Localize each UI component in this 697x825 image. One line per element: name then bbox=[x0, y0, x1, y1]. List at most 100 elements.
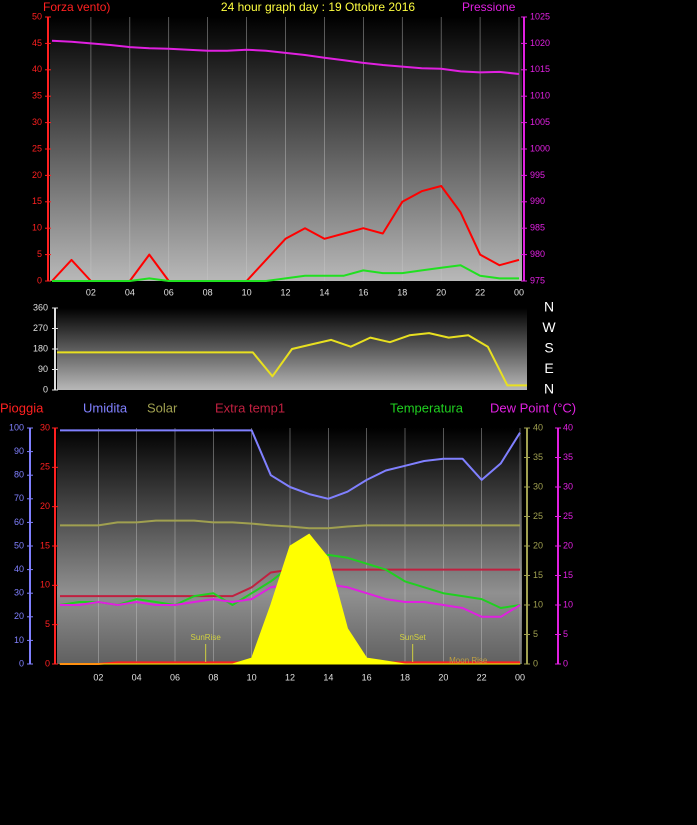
annotation: SunRise bbox=[191, 633, 222, 642]
y-tick-label: 10 bbox=[32, 223, 42, 233]
y-tick-label: 15 bbox=[533, 570, 543, 580]
y-tick-label: 0 bbox=[43, 384, 48, 394]
y-tick-label: 25 bbox=[40, 462, 50, 472]
legend-label: Solar bbox=[147, 400, 178, 415]
annotation: SunSet bbox=[400, 633, 427, 642]
legend-label: Temperatura bbox=[390, 400, 464, 415]
y-tick-label: 35 bbox=[533, 452, 543, 462]
y-tick-label: 0 bbox=[19, 658, 24, 668]
y-tick-label: 10 bbox=[533, 599, 543, 609]
x-tick-label: 08 bbox=[208, 672, 218, 682]
y-tick-label: 1000 bbox=[530, 143, 550, 153]
line bbox=[57, 332, 527, 387]
y-tick-label: 5 bbox=[533, 629, 538, 639]
legend-label: Dew Point (°C) bbox=[490, 400, 576, 415]
y-tick-label: 70 bbox=[14, 493, 24, 503]
y-tick-label: 50 bbox=[14, 540, 24, 550]
line bbox=[60, 429, 521, 500]
y-tick-label: 90 bbox=[38, 364, 48, 374]
line bbox=[51, 39, 520, 75]
y-tick-label: 25 bbox=[32, 143, 42, 153]
x-tick-label: 16 bbox=[358, 287, 368, 297]
x-tick-label: 20 bbox=[438, 672, 448, 682]
y-tick-label: 60 bbox=[14, 517, 24, 527]
y-tick-label: 0 bbox=[37, 275, 42, 285]
y-tick-label: 985 bbox=[530, 223, 545, 233]
y-tick-label: 30 bbox=[40, 422, 50, 432]
x-tick-label: 18 bbox=[397, 287, 407, 297]
x-tick-label: 02 bbox=[86, 287, 96, 297]
y-tick-label: 20 bbox=[40, 501, 50, 511]
x-tick-label: 00 bbox=[515, 672, 525, 682]
x-tick-label: 12 bbox=[285, 672, 295, 682]
x-tick-label: 10 bbox=[247, 672, 257, 682]
left-axis-title: Forza vento) bbox=[43, 0, 110, 14]
y-tick-label: 995 bbox=[530, 170, 545, 180]
y-tick-label: E bbox=[544, 360, 553, 376]
y-tick-label: 990 bbox=[530, 196, 545, 206]
y-tick-label: 30 bbox=[32, 117, 42, 127]
y-tick-label: 45 bbox=[32, 38, 42, 48]
y-tick-label: 50 bbox=[32, 11, 42, 21]
y-tick-label: 5 bbox=[37, 249, 42, 259]
y-tick-label: 5 bbox=[563, 629, 568, 639]
y-tick-label: N bbox=[544, 381, 554, 397]
y-tick-label: 0 bbox=[563, 658, 568, 668]
y-tick-label: 20 bbox=[14, 611, 24, 621]
y-tick-label: 0 bbox=[533, 658, 538, 668]
y-tick-label: W bbox=[542, 319, 556, 335]
x-tick-label: 12 bbox=[280, 287, 290, 297]
y-tick-label: 15 bbox=[40, 540, 50, 550]
y-tick-label: 20 bbox=[563, 540, 573, 550]
y-tick-label: 30 bbox=[563, 481, 573, 491]
y-tick-label: 20 bbox=[533, 540, 543, 550]
y-tick-label: 25 bbox=[533, 511, 543, 521]
area bbox=[59, 533, 521, 665]
annotation: Moon Rise bbox=[449, 656, 488, 665]
y-tick-label: 25 bbox=[563, 511, 573, 521]
y-tick-label: 1025 bbox=[530, 11, 550, 21]
y-tick-label: 90 bbox=[14, 446, 24, 456]
y-tick-label: S bbox=[544, 340, 553, 356]
y-tick-label: 30 bbox=[533, 481, 543, 491]
y-tick-label: 30 bbox=[14, 588, 24, 598]
y-tick-label: 1005 bbox=[530, 117, 550, 127]
y-tick-label: 40 bbox=[32, 64, 42, 74]
y-tick-label: 15 bbox=[563, 570, 573, 580]
y-tick-label: 35 bbox=[563, 452, 573, 462]
y-tick-label: 5 bbox=[45, 619, 50, 629]
y-tick-label: 10 bbox=[563, 599, 573, 609]
y-tick-label: 980 bbox=[530, 249, 545, 259]
y-tick-label: 360 bbox=[33, 302, 48, 312]
y-tick-label: 1010 bbox=[530, 91, 550, 101]
x-tick-label: 04 bbox=[125, 287, 135, 297]
line bbox=[60, 519, 520, 530]
x-tick-label: 14 bbox=[323, 672, 333, 682]
y-tick-label: 270 bbox=[33, 323, 48, 333]
x-tick-label: 18 bbox=[400, 672, 410, 682]
legend-label: Pioggia bbox=[0, 400, 44, 415]
y-tick-label: 40 bbox=[533, 422, 543, 432]
legend-label: Extra temp1 bbox=[215, 400, 285, 415]
y-tick-label: 40 bbox=[14, 564, 24, 574]
x-tick-label: 02 bbox=[93, 672, 103, 682]
x-tick-label: 10 bbox=[242, 287, 252, 297]
y-tick-label: 975 bbox=[530, 275, 545, 285]
x-tick-label: 06 bbox=[164, 287, 174, 297]
right-axis-title: Pressione bbox=[462, 0, 516, 14]
x-tick-label: 00 bbox=[514, 287, 524, 297]
x-tick-label: 20 bbox=[436, 287, 446, 297]
y-tick-label: 40 bbox=[563, 422, 573, 432]
y-tick-label: 1015 bbox=[530, 64, 550, 74]
y-tick-label: N bbox=[544, 299, 554, 315]
legend-label: Umidita bbox=[83, 400, 128, 415]
plot-background bbox=[50, 17, 522, 281]
x-tick-label: 22 bbox=[475, 287, 485, 297]
y-tick-label: 180 bbox=[33, 343, 48, 353]
y-tick-label: 20 bbox=[32, 170, 42, 180]
y-tick-label: 10 bbox=[14, 635, 24, 645]
y-tick-label: 10 bbox=[40, 580, 50, 590]
y-tick-label: 80 bbox=[14, 470, 24, 480]
chart-title: 24 hour graph day : 19 Ottobre 2016 bbox=[221, 0, 415, 14]
